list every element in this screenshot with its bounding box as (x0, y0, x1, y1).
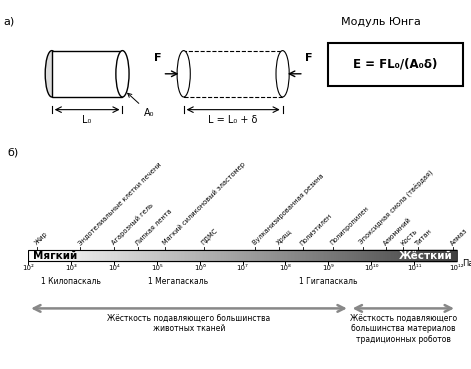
Text: 10²: 10² (22, 265, 34, 271)
Text: 10¹²: 10¹² (449, 265, 464, 271)
Text: а): а) (4, 17, 15, 27)
Bar (52, 51, 122, 97)
Text: A₀: A₀ (128, 93, 154, 118)
Text: F: F (305, 53, 312, 63)
Text: Жёсткость подавляющего
большинства материалов
традиционных роботов: Жёсткость подавляющего большинства матер… (350, 314, 457, 344)
Text: 10⁵: 10⁵ (151, 265, 162, 271)
Text: Агарозный гель: Агарозный гель (110, 202, 154, 246)
Text: 10⁸: 10⁸ (280, 265, 291, 271)
Text: ПДМС: ПДМС (201, 228, 219, 246)
Text: Полипропилен: Полипропилен (329, 206, 370, 246)
Text: 1 Мегапаскаль: 1 Мегапаскаль (148, 277, 208, 286)
Text: Жир: Жир (33, 231, 49, 246)
Text: E = FL₀/(A₀δ): E = FL₀/(A₀δ) (353, 58, 438, 71)
Text: Титан: Титан (415, 227, 434, 246)
Text: 1 Гигапаскаль: 1 Гигапаскаль (299, 277, 357, 286)
Text: Па: Па (462, 259, 471, 268)
Text: Жёсткость подавляющего большинства
животных тканей: Жёсткость подавляющего большинства живот… (107, 314, 271, 333)
Text: Алюминий: Алюминий (383, 216, 413, 246)
Ellipse shape (276, 51, 289, 97)
Text: 10⁷: 10⁷ (237, 265, 248, 271)
Text: 10¹⁰: 10¹⁰ (364, 265, 378, 271)
Text: Мягкий: Мягкий (32, 251, 77, 261)
Ellipse shape (45, 51, 58, 97)
Text: Эпоксидная смола (твёрдая): Эпоксидная смола (твёрдая) (358, 169, 435, 246)
Text: F: F (154, 53, 162, 63)
Text: б): б) (7, 148, 18, 158)
Ellipse shape (116, 51, 129, 97)
Text: 10³: 10³ (65, 265, 77, 271)
Ellipse shape (177, 51, 190, 97)
Text: 10⁶: 10⁶ (194, 265, 206, 271)
Text: 10⁴: 10⁴ (108, 265, 120, 271)
Text: 1 Килопаскаль: 1 Килопаскаль (41, 277, 101, 286)
Text: Кость: Кость (400, 228, 418, 246)
Text: Вулканизированная резина: Вулканизированная резина (252, 173, 325, 246)
Text: Полиэтилен: Полиэтилен (299, 212, 333, 246)
Text: Эндотелиальные клетки печени: Эндотелиальные клетки печени (76, 161, 162, 246)
Bar (184, 51, 283, 97)
Text: 10¹¹: 10¹¹ (407, 265, 421, 271)
Text: Хрящ: Хрящ (276, 229, 293, 246)
Text: Липкая лента: Липкая лента (134, 208, 173, 246)
Text: Модуль Юнга: Модуль Юнга (341, 17, 422, 27)
Text: L₀: L₀ (82, 115, 92, 125)
Bar (28, 250, 457, 261)
Text: 10⁹: 10⁹ (323, 265, 334, 271)
Text: Жёсткий: Жёсткий (399, 251, 453, 261)
Text: Алмаз: Алмаз (449, 227, 469, 246)
Text: L = L₀ + δ: L = L₀ + δ (209, 115, 258, 125)
FancyBboxPatch shape (328, 43, 463, 86)
Text: Мягкий силиконовый эластомер: Мягкий силиконовый эластомер (162, 161, 247, 246)
